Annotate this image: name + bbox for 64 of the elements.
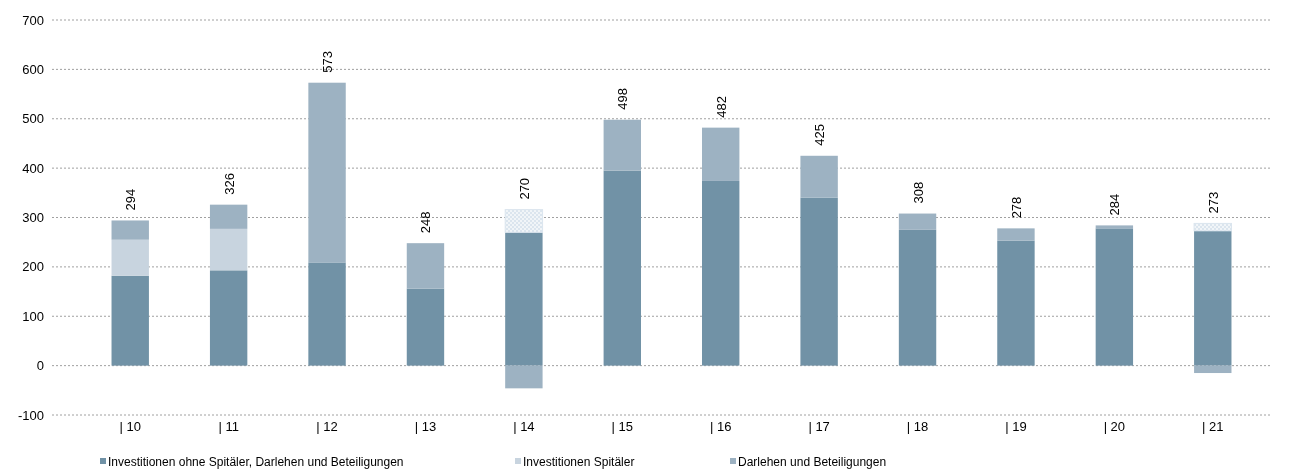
x-tick-label: | 12 (316, 419, 338, 434)
bar (209, 228, 248, 271)
total-label: 294 (123, 188, 139, 211)
y-tick-label: 500 (22, 111, 44, 127)
bar (898, 213, 937, 230)
total-label: 573 (320, 51, 336, 73)
bar (308, 262, 346, 366)
bar (1095, 228, 1134, 366)
y-tick-label: -100 (17, 407, 44, 423)
bar (406, 243, 445, 289)
legend-label: Investitionen Spitäler (523, 455, 635, 470)
bar (800, 155, 838, 198)
x-tick-label: | 21 (1202, 419, 1224, 434)
y-tick-label: 400 (22, 160, 44, 176)
x-tick-label: | 11 (218, 419, 239, 434)
total-label: 498 (615, 88, 631, 110)
total-label: 308 (910, 181, 926, 204)
bar (505, 232, 543, 366)
total-label: 482 (713, 95, 729, 118)
bar (111, 220, 149, 240)
bar (1193, 222, 1232, 232)
bar (111, 239, 149, 276)
bar (603, 119, 641, 171)
bar (308, 82, 346, 263)
bar (1194, 230, 1232, 366)
total-label: 326 (221, 172, 237, 195)
bar (504, 209, 544, 233)
bar (800, 197, 838, 366)
x-tick-label: | 17 (808, 419, 830, 434)
bar (209, 270, 248, 366)
x-tick-label: | 16 (709, 419, 732, 434)
legend-label: Investitionen ohne Spitäler, Darlehen und Beteiligungen (108, 455, 404, 470)
x-tick-label: | 13 (414, 419, 437, 434)
bar (603, 170, 641, 366)
bar (898, 229, 937, 366)
bar (209, 204, 248, 229)
y-tick-label: 300 (22, 210, 44, 226)
y-tick-label: 200 (22, 259, 44, 275)
y-tick-label: 0 (36, 358, 44, 374)
bar (505, 365, 543, 389)
x-tick-label: | 10 (119, 419, 141, 434)
y-tick-label: 600 (22, 61, 44, 77)
x-tick-label: | 19 (1005, 419, 1027, 434)
bar (406, 288, 445, 366)
total-label: 248 (418, 211, 434, 234)
bar (702, 180, 740, 366)
x-tick-label: | 14 (513, 419, 535, 434)
total-label: 273 (1205, 191, 1221, 214)
bar (1095, 225, 1134, 229)
x-tick-label: | 15 (611, 419, 634, 434)
bar (997, 240, 1035, 366)
x-tick-label: | 20 (1103, 419, 1126, 434)
legend-label: Darlehen und Beteiligungen (738, 455, 887, 470)
total-label: 425 (812, 124, 828, 146)
y-tick-label: 100 (22, 308, 44, 324)
bar (702, 127, 740, 181)
total-label: 278 (1008, 196, 1024, 219)
total-label: 284 (1107, 193, 1123, 216)
bar (997, 228, 1035, 241)
x-tick-label: | 18 (906, 419, 929, 434)
bar (111, 275, 149, 366)
bar (1194, 365, 1232, 374)
total-label: 270 (516, 177, 532, 200)
y-tick-label: 700 (22, 12, 44, 28)
